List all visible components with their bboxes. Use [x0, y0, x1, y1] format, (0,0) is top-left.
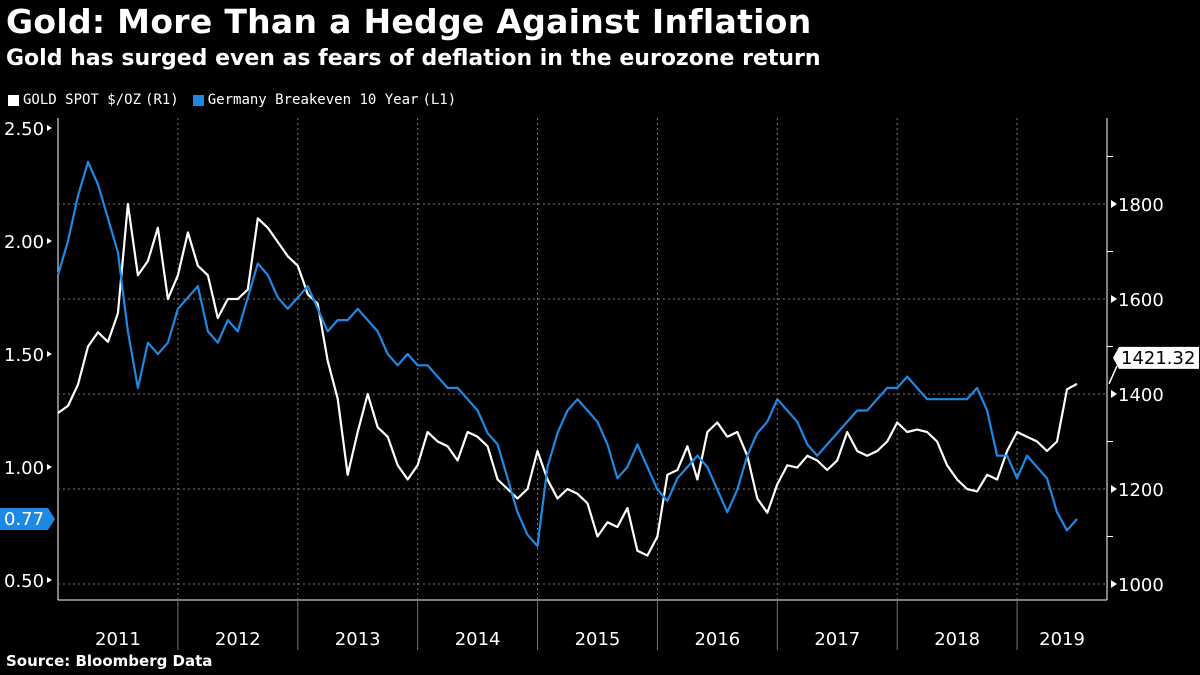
right-tick-marker: [1111, 580, 1117, 588]
legend-axis-breakeven: (L1): [422, 92, 457, 108]
x-tick-label: 2015: [575, 629, 621, 650]
right-tick-marker: [1111, 390, 1117, 398]
x-tick-label: 2011: [95, 629, 141, 650]
breakeven-last-value-tag: [0, 507, 55, 530]
left-tick-label: 2.00: [4, 232, 44, 253]
gold-last-value-pointer: [1108, 365, 1118, 385]
x-tick-label: 2012: [215, 629, 261, 650]
left-tick-marker: [47, 351, 52, 357]
legend-swatch-breakeven: [192, 94, 204, 106]
x-tick-label: 2019: [1039, 629, 1085, 650]
source-note: Source: Bloomberg Data: [6, 652, 213, 670]
legend: GOLD SPOT $/OZ (R1) Germany Breakeven 10…: [8, 92, 456, 108]
gold-last-value-tag: [1113, 346, 1199, 369]
chart-title: Gold: More Than a Hedge Against Inflatio…: [6, 2, 812, 41]
right-tick-label: 1000: [1118, 575, 1164, 596]
legend-item-breakeven: Germany Breakeven 10 Year (L1): [192, 92, 457, 108]
x-tick-label: 2017: [814, 629, 860, 650]
gold-series-line: [57, 202, 1078, 557]
x-tick-label: 2018: [934, 629, 980, 650]
legend-swatch-gold: [8, 94, 19, 106]
legend-label-breakeven: Germany Breakeven 10 Year: [207, 92, 419, 108]
left-tick-marker: [47, 125, 52, 131]
left-tick-label: 1.50: [4, 345, 44, 366]
right-tick-label: 1400: [1118, 385, 1164, 406]
left-tick-label: 2.50: [4, 119, 44, 140]
x-tick-label: 2013: [335, 629, 381, 650]
breakeven-series-line: [56, 160, 1078, 548]
legend-label-gold: GOLD SPOT $/OZ: [23, 92, 142, 108]
legend-item-gold: GOLD SPOT $/OZ (R1): [8, 92, 179, 108]
left-tick-marker: [47, 238, 52, 244]
right-tick-marker: [1111, 200, 1117, 208]
gold-last-value-label: 1421.32: [1121, 348, 1195, 369]
breakeven-last-value-label: 0.77: [4, 509, 44, 530]
chart-subtitle: Gold has surged even as fears of deflati…: [6, 46, 821, 71]
left-tick-marker: [47, 577, 52, 583]
left-tick-marker: [47, 464, 52, 470]
right-tick-label: 1800: [1118, 195, 1164, 216]
x-tick-label: 2014: [455, 629, 501, 650]
right-tick-label: 1600: [1118, 290, 1164, 311]
right-tick-marker: [1111, 485, 1117, 493]
legend-axis-gold: (R1): [145, 92, 179, 108]
left-tick-label: 0.50: [4, 571, 44, 592]
left-tick-label: 1.00: [4, 458, 44, 479]
right-tick-label: 1200: [1118, 480, 1164, 501]
x-tick-label: 2016: [694, 629, 740, 650]
right-tick-marker: [1111, 295, 1117, 303]
